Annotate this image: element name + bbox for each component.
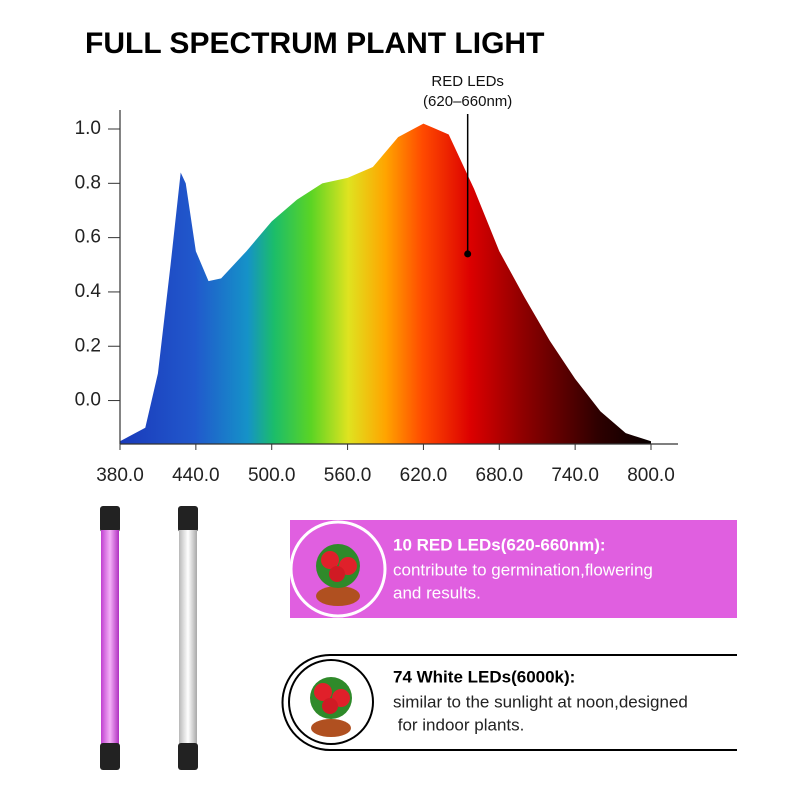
red-led-panel: 10 RED LEDs(620-660nm): contribute to ge… xyxy=(289,520,737,618)
y-tick-label: 1.0 xyxy=(75,118,101,139)
x-tick-label: 740.0 xyxy=(551,465,599,486)
y-tick-label: 0.0 xyxy=(75,390,101,411)
x-tick-label: 500.0 xyxy=(248,465,296,486)
white-led-panel: 74 White LEDs(6000k): similar to the sun… xyxy=(281,654,737,751)
x-tick-label: 380.0 xyxy=(96,465,144,486)
x-tick-label: 440.0 xyxy=(172,465,220,486)
x-tick-label: 560.0 xyxy=(324,465,372,486)
y-tick-label: 0.6 xyxy=(75,227,101,248)
chart: 0.0 0.2 0.4 0.6 0.8 1.0 380.0 440.0 500.0 560.0 62… xyxy=(75,73,678,486)
panel-text: and results. xyxy=(393,583,481,602)
annotation-point xyxy=(464,250,472,258)
panel-text: contribute to germination,flowering xyxy=(393,560,653,579)
annotation-text: (620–660nm) xyxy=(423,93,512,110)
x-tick-label: 620.0 xyxy=(400,465,448,486)
tubes xyxy=(100,506,198,770)
panel-title: 10 RED LEDs(620-660nm): xyxy=(393,535,606,554)
chart-title: FULL SPECTRUM PLANT LIGHT xyxy=(85,27,544,60)
panel-text: similar to the sunlight at noon,designed xyxy=(393,692,688,711)
y-tick-label: 0.2 xyxy=(75,335,101,356)
y-tick-label: 0.8 xyxy=(75,172,101,193)
x-tick-label: 680.0 xyxy=(476,465,524,486)
panel-title: 74 White LEDs(6000k): xyxy=(393,667,575,686)
panel-text: for indoor plants. xyxy=(393,715,524,734)
x-tick-label: 800.0 xyxy=(627,465,675,486)
spectrum-area xyxy=(120,123,651,444)
y-tick-label: 0.4 xyxy=(75,281,102,302)
annotation-text: RED LEDs xyxy=(431,73,504,90)
